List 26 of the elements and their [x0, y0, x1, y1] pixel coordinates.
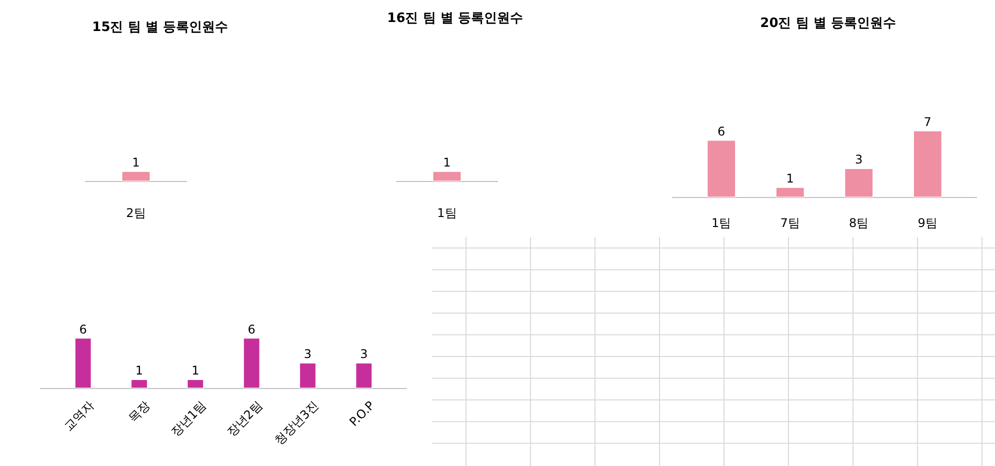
chart-title: 16진 팀 별 등록인원수 — [387, 11, 523, 26]
data-label: 1 — [192, 364, 200, 378]
data-label: 6 — [248, 322, 256, 336]
data-label: 3 — [304, 347, 312, 362]
data-label: 3 — [360, 347, 368, 362]
x-tick-label: 2팀 — [126, 206, 146, 220]
data-label: 3 — [855, 152, 863, 167]
data-label: 1 — [786, 172, 794, 186]
bar — [707, 140, 736, 198]
x-tick-label: 1팀 — [437, 206, 457, 220]
chart-title: 15진 팀 별 등록인원수 — [92, 20, 228, 35]
x-tick-label: 목장 — [126, 398, 153, 426]
bar — [776, 187, 804, 198]
x-tick-label: 1팀 — [712, 216, 732, 230]
bar — [913, 130, 942, 198]
data-label: 6 — [79, 322, 87, 336]
x-tick-label: 7팀 — [780, 216, 800, 230]
data-label: 1 — [443, 156, 451, 170]
chart-title: 20진 팀 별 등록인원수 — [760, 16, 896, 31]
data-label: 6 — [718, 124, 726, 138]
bar — [844, 168, 874, 198]
data-label: 1 — [135, 364, 144, 378]
x-tick-label: 9팀 — [918, 216, 938, 230]
data-label: 1 — [132, 156, 140, 170]
data-label: 7 — [924, 115, 932, 129]
x-tick-label: 8팀 — [849, 216, 869, 230]
